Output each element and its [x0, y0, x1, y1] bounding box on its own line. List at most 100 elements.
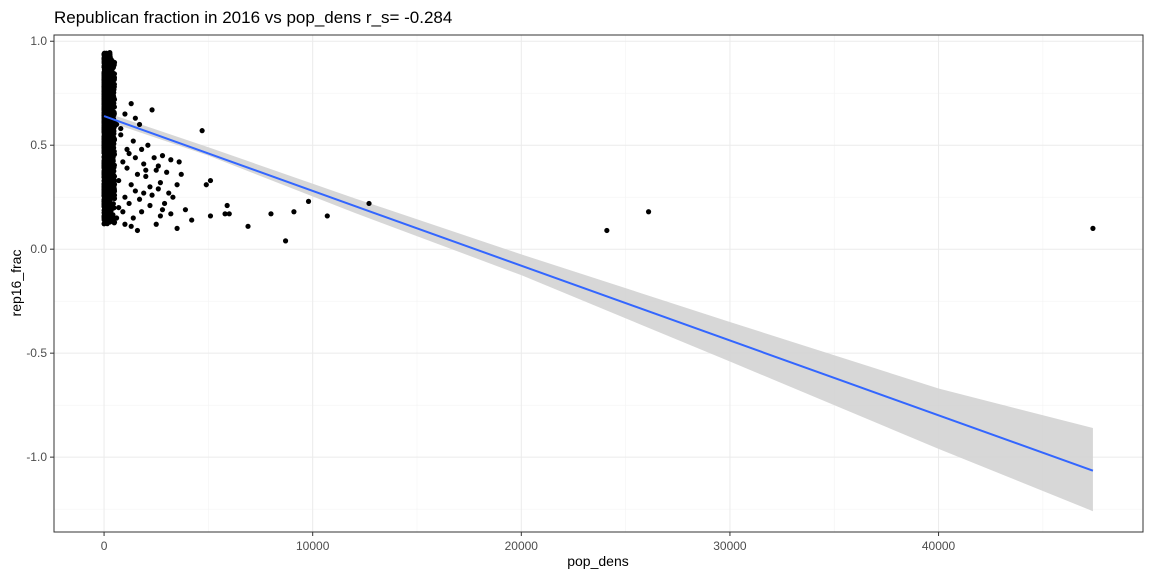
data-point [224, 202, 230, 209]
data-point [101, 182, 107, 188]
data-point [132, 188, 138, 194]
data-point [102, 215, 108, 221]
data-point [128, 101, 134, 107]
data-point [109, 147, 116, 153]
data-point [166, 190, 172, 196]
data-point [101, 153, 107, 160]
data-point [143, 173, 149, 180]
data-point [282, 238, 289, 244]
data-point [110, 83, 116, 90]
data-point [102, 87, 108, 93]
data-point [108, 166, 114, 172]
data-point [104, 120, 110, 126]
data-point [174, 182, 180, 188]
data-point [305, 198, 312, 204]
data-point [645, 209, 652, 215]
y-axis-title: rep16_frac [8, 250, 24, 317]
fit-line [103, 115, 1094, 472]
data-point [113, 215, 120, 221]
data-point [604, 227, 610, 234]
data-point [109, 75, 116, 81]
data-point [207, 177, 214, 184]
data-point [132, 115, 138, 121]
confidence-band-area [104, 111, 1093, 512]
data-point [174, 225, 180, 231]
data-point [139, 146, 145, 152]
data-point [126, 200, 132, 207]
data-point [111, 89, 117, 96]
data-point [126, 150, 132, 157]
y-tick-label: 0.0 [30, 242, 47, 256]
data-point [147, 184, 153, 190]
data-point [111, 219, 118, 225]
data-point [226, 211, 232, 217]
data-point [111, 187, 117, 193]
data-point [132, 155, 138, 161]
data-point [203, 182, 209, 188]
data-point [139, 209, 145, 215]
data-point [106, 184, 112, 191]
data-point [245, 223, 251, 229]
panel-border [53, 34, 1144, 533]
confidence-band [104, 111, 1093, 512]
data-points [101, 50, 1096, 244]
data-point [153, 167, 159, 173]
data-point [268, 211, 274, 217]
data-point [104, 203, 110, 209]
data-point [164, 169, 170, 175]
data-point [151, 155, 157, 161]
data-point [122, 221, 128, 227]
y-tick-label: -1.0 [26, 450, 47, 464]
data-point [120, 209, 126, 215]
data-point [116, 204, 122, 211]
y-tick-label: 0.5 [30, 138, 47, 152]
data-point [111, 151, 118, 157]
data-point [116, 177, 122, 184]
data-point [168, 211, 174, 217]
x-axis: 0 10000 20000 30000 40000 [101, 532, 956, 553]
data-point [124, 146, 130, 152]
data-point [102, 56, 108, 62]
x-tick-label: 20000 [505, 539, 539, 553]
x-tick-label: 40000 [922, 539, 956, 553]
data-point [141, 161, 147, 167]
data-point [182, 207, 189, 213]
data-point [118, 125, 124, 132]
x-axis-title: pop_dens [567, 553, 629, 569]
data-point [110, 158, 116, 164]
data-point [222, 211, 228, 217]
data-point [111, 71, 118, 77]
data-point [366, 200, 372, 207]
x-tick-label: 30000 [713, 539, 747, 553]
data-point [157, 213, 163, 219]
data-point [128, 182, 134, 188]
data-point [122, 194, 128, 200]
data-point [176, 159, 182, 165]
data-point [141, 190, 147, 196]
data-point [102, 176, 108, 182]
y-tick-label: 1.0 [30, 34, 47, 48]
data-point [120, 159, 126, 165]
data-point [155, 163, 161, 169]
x-tick-label: 10000 [296, 539, 330, 553]
data-point [134, 171, 141, 177]
data-point [124, 165, 130, 171]
data-point [153, 221, 159, 227]
data-point [134, 227, 141, 234]
data-point [324, 213, 330, 219]
data-point [130, 138, 136, 144]
data-point [101, 93, 107, 99]
data-point [101, 199, 107, 205]
data-point [101, 106, 107, 112]
data-point [102, 163, 108, 169]
data-point [118, 132, 124, 138]
data-point [102, 82, 108, 89]
data-point [102, 192, 108, 198]
y-tick-label: -0.5 [26, 346, 47, 360]
data-point [111, 181, 118, 187]
x-tick-label: 0 [101, 539, 108, 553]
y-axis: 1.0 0.5 0.0 -0.5 -1.0 [26, 34, 54, 464]
data-point [101, 143, 107, 149]
data-point [110, 138, 117, 144]
